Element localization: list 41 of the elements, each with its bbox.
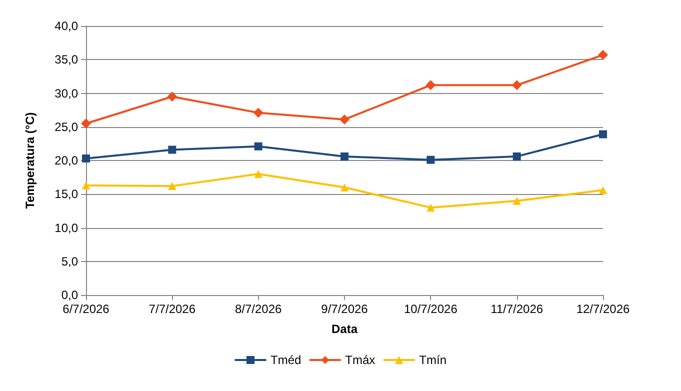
point <box>168 182 176 190</box>
y-tick-label: 5,0 <box>61 254 78 268</box>
point <box>512 196 521 205</box>
x-tick-label: 10/7/2026 <box>404 302 458 316</box>
legend-label: Tmáx <box>345 353 376 367</box>
point <box>599 186 607 194</box>
point <box>168 146 176 154</box>
y-tick-label: 40,0 <box>54 19 78 33</box>
x-tick-label: 8/7/2026 <box>234 302 282 316</box>
point <box>340 114 350 124</box>
y-tick-label: 0,0 <box>61 288 78 302</box>
point <box>426 204 435 212</box>
point <box>340 183 348 192</box>
point <box>512 80 522 90</box>
point <box>599 130 607 138</box>
y-tick-label: 20,0 <box>54 154 78 168</box>
y-tick-label: 30,0 <box>54 86 78 100</box>
y-tick-label: 25,0 <box>54 120 78 134</box>
point <box>512 152 521 160</box>
point <box>340 152 348 160</box>
point <box>598 50 608 60</box>
point <box>253 108 264 118</box>
point <box>254 170 262 178</box>
y-tick-label: 15,0 <box>54 187 78 202</box>
legend-label: Tméd <box>270 353 302 367</box>
x-tick-label: 6/7/2026 <box>62 302 110 316</box>
x-tick-label: 12/7/2026 <box>576 302 630 316</box>
x-tick-label: 9/7/2026 <box>321 302 368 316</box>
point <box>81 118 91 129</box>
x-tick-label: 7/7/2026 <box>148 302 196 316</box>
point <box>254 142 262 150</box>
legend-label: Tmín <box>419 353 447 367</box>
y-axis-title: Temperatura (°C) <box>23 112 37 209</box>
point <box>167 92 178 102</box>
x-axis-title: Data <box>331 322 358 336</box>
x-tick-label: 11/7/2026 <box>490 302 544 316</box>
y-tick-label: 35,0 <box>54 52 78 67</box>
point <box>426 80 436 90</box>
y-tick-label: 10,0 <box>54 220 78 235</box>
point <box>82 181 90 190</box>
point <box>426 156 435 164</box>
